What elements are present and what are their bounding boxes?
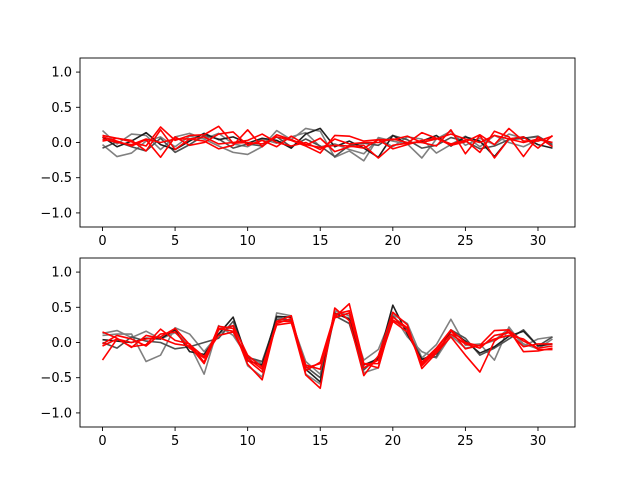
y-tick-label: 1.0 xyxy=(51,66,72,81)
x-tick-label: 30 xyxy=(530,434,547,449)
x-tick-label: 25 xyxy=(457,234,474,249)
top-subplot: 0 5 10 15 20 25 30 1.0 0.5 0.0 −0.5 −1.0 xyxy=(40,57,576,249)
series-line-4 xyxy=(101,307,553,390)
y-tick-label: −1.0 xyxy=(40,206,72,221)
x-tick-label: 10 xyxy=(239,234,256,249)
x-tick-label: 0 xyxy=(98,234,106,249)
x-tick-label: 0 xyxy=(98,434,106,449)
y-tick-label: 0.5 xyxy=(51,301,72,316)
x-tick-label: 10 xyxy=(239,434,256,449)
x-tick-label: 15 xyxy=(312,234,329,249)
x-tick-label: 20 xyxy=(385,234,402,249)
series-line-6 xyxy=(102,310,553,373)
series-lines xyxy=(101,302,553,390)
x-tick-label: 5 xyxy=(171,234,179,249)
y-tick-label: 0.5 xyxy=(51,101,72,116)
series-lines xyxy=(101,125,554,162)
x-tick-label: 5 xyxy=(171,434,179,449)
bottom-subplot: 0 5 10 15 20 25 30 1.0 0.5 0.0 −0.5 −1.0 xyxy=(40,257,576,449)
x-tick-label: 20 xyxy=(385,434,402,449)
y-tick-label: −0.5 xyxy=(40,171,72,186)
series-line-2 xyxy=(102,134,553,158)
series-line-7 xyxy=(102,312,553,371)
x-tick-label: 15 xyxy=(312,434,329,449)
y-tick-label: 0.0 xyxy=(51,136,72,151)
y-tick-label: −1.0 xyxy=(40,406,72,421)
x-tick-label: 30 xyxy=(530,234,547,249)
y-tick-label: 0.0 xyxy=(51,336,72,351)
x-tick-label: 25 xyxy=(457,434,474,449)
series-line-7 xyxy=(102,133,553,151)
y-tick-label: 1.0 xyxy=(51,266,72,281)
y-tick-label: −0.5 xyxy=(40,371,72,386)
